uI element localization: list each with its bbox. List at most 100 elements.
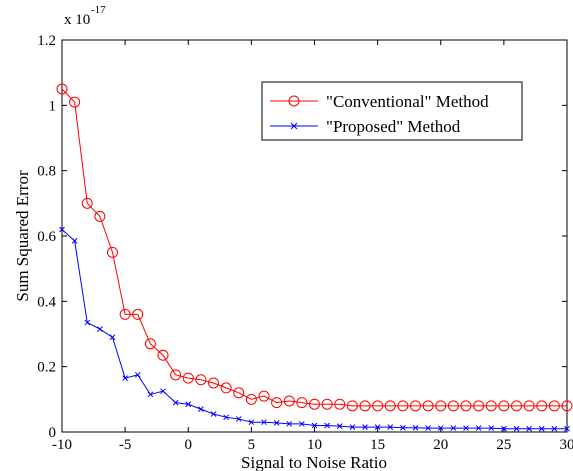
data-point [425,425,431,431]
x-tick-label: 10 [307,437,322,453]
data-point [182,372,194,384]
data-point [94,210,106,222]
data-point [245,393,257,405]
data-point [475,425,482,431]
x-tick-label: 0 [185,437,193,453]
series-line [61,88,567,407]
data-point [435,400,447,412]
data-point [349,424,356,430]
data-point [235,416,242,422]
data-point [561,400,573,412]
data-point [296,397,308,409]
data-point [208,377,219,389]
data-point [223,414,229,421]
data-point [109,334,116,341]
y-tick-label: 1 [49,98,57,114]
data-point [460,400,472,412]
data-point [387,424,394,430]
y-axis-label: Sum Squared Error [13,170,32,302]
legend: "Conventional" Method "Proposed" Method [261,81,523,141]
data-point [513,425,520,432]
data-point [134,371,141,378]
data-point [334,398,346,410]
series-proposed [59,226,570,432]
data-point [372,400,384,412]
data-point [195,374,207,386]
y-tick-label: 0 [49,425,57,441]
data-point [374,424,381,430]
data-point [160,388,166,395]
data-point [258,390,270,402]
data-point [97,326,103,332]
data-point [233,387,245,399]
x-tick-label: 25 [496,437,511,453]
data-point [359,400,371,412]
y-tick-label: 0.4 [37,294,56,310]
x-tick-label: 20 [433,437,448,453]
data-point [473,400,485,412]
x-tick-label: 30 [560,437,573,453]
x-tick-label: 15 [370,437,385,453]
data-point [59,226,65,233]
data-point [526,425,532,432]
data-point [81,197,93,209]
axis-ticks: -10 -5 0 5 10 15 20 25 30 0 0.2 0.4 0.6 0.8 1 1.2 [37,33,573,453]
data-point [538,425,545,432]
data-point [336,423,343,429]
legend-marker-x-icon [290,122,298,130]
data-point [564,425,570,432]
data-point [147,391,154,398]
data-point [185,401,192,408]
data-point [299,420,305,427]
legend-marker-circle-icon [288,95,300,107]
data-point [309,398,320,410]
data-point [261,419,267,426]
legend-label-conventional: "Conventional" Method [326,92,489,111]
data-point [400,424,406,431]
data-point [273,419,280,426]
data-point [412,424,419,431]
series-layer [56,83,573,432]
data-point [170,369,182,381]
data-point [157,349,169,361]
data-point [122,375,128,381]
data-point [210,411,217,417]
data-point [311,422,318,429]
data-point [536,400,548,412]
data-point [69,96,81,108]
data-point [450,425,457,431]
y-multiplier-exponent: -17 [91,4,106,16]
data-point [71,238,78,244]
data-point [248,419,255,426]
legend-box [261,81,523,141]
data-point [84,319,91,326]
data-point [198,406,204,412]
x-axis-label: Signal to Noise Ratio [241,453,387,471]
y-tick-label: 1.2 [37,33,56,49]
data-point [523,400,535,412]
data-point [463,425,469,431]
data-point [548,400,560,412]
y-tick-label: 0.2 [37,360,56,376]
data-point [283,395,295,407]
data-point [271,397,283,409]
x-tick-label: 5 [248,437,256,453]
data-point [132,308,144,320]
data-point [447,400,459,412]
x-tick-label: -10 [52,437,72,453]
data-point [56,83,68,95]
data-point [397,400,409,412]
data-point [384,400,396,412]
y-multiplier-label: x 10 [64,12,90,28]
data-point [511,400,522,412]
data-point [498,400,510,412]
data-point [119,308,131,320]
data-point [107,246,118,258]
y-tick-label: 0.8 [37,164,56,180]
data-point [488,425,495,431]
data-point [437,425,444,431]
y-tick-label: 0.6 [37,229,56,245]
data-point [501,425,507,432]
legend-label-proposed: "Proposed" Method [326,117,461,136]
